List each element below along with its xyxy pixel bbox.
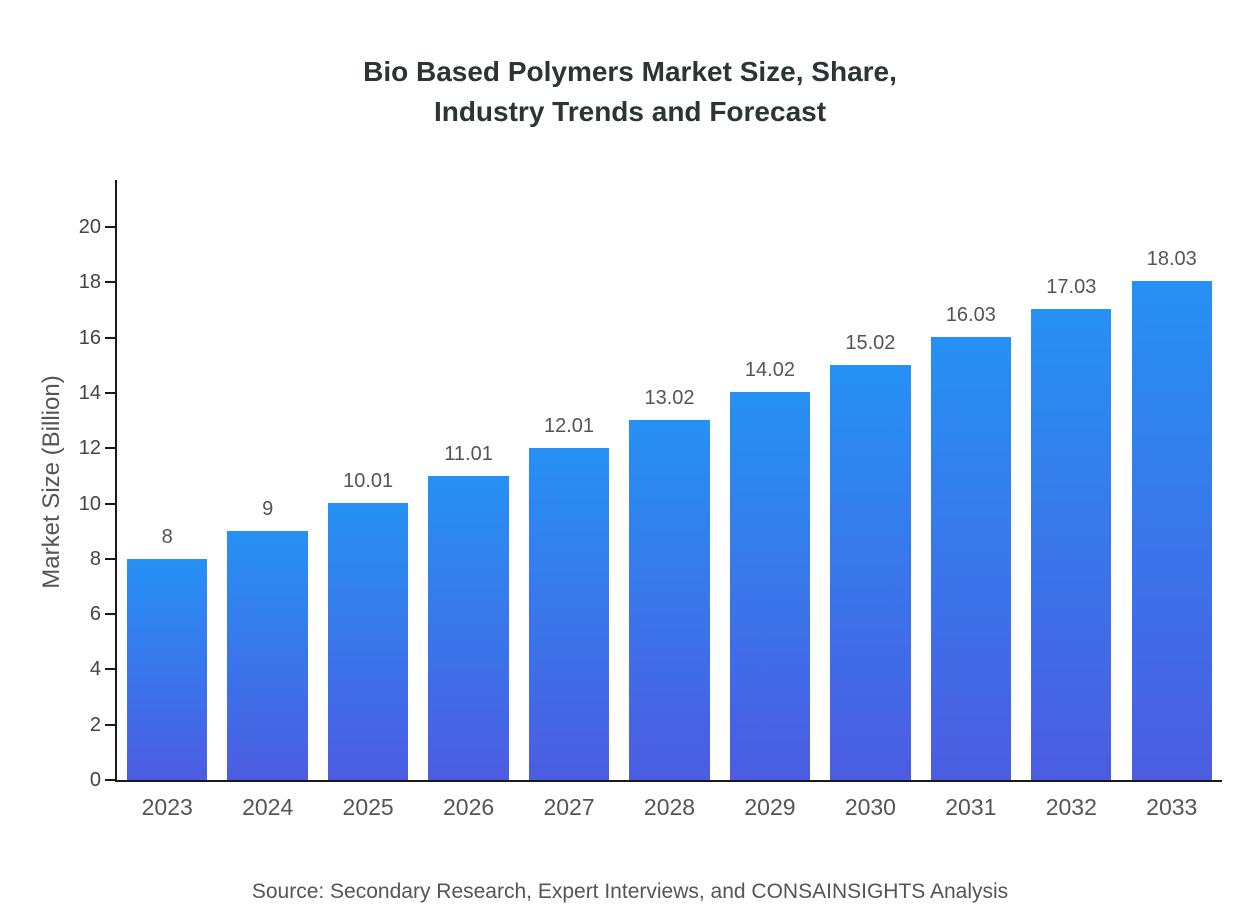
y-tick-label: 10 — [78, 492, 101, 515]
y-tick-mark — [105, 668, 115, 671]
bar-value-label: 16.03 — [945, 303, 996, 326]
y-tick-mark — [105, 336, 115, 339]
bar-2031[interactable] — [930, 336, 1012, 780]
bar-slot: 17.03 2032 — [1021, 180, 1121, 820]
bar-2025[interactable] — [327, 503, 409, 780]
y-tick-mark — [105, 613, 115, 616]
y-tick-label: 20 — [78, 216, 101, 239]
bar-slot: 16.03 2031 — [921, 180, 1021, 820]
bar-slot: 12.01 2027 — [519, 180, 619, 820]
bar-value-label: 8 — [161, 525, 173, 548]
bars-container: 8 2023 9 2024 10.01 2025 11.01 2026 12.01 2027 13.… — [117, 180, 1222, 820]
y-tick-label: 2 — [89, 713, 101, 736]
y-tick-label: 4 — [89, 658, 101, 681]
y-tick-label: 16 — [78, 326, 101, 349]
bar-slot: 10.01 2025 — [318, 180, 418, 820]
x-tick-label: 2029 — [744, 794, 796, 820]
x-tick-label: 2032 — [1045, 794, 1097, 820]
y-tick-mark — [105, 226, 115, 229]
bar-slot: 15.02 2030 — [820, 180, 920, 820]
y-tick-label: 8 — [89, 547, 101, 570]
bar-value-label: 18.03 — [1146, 248, 1197, 271]
x-tick-label: 2026 — [443, 794, 495, 820]
source-note: Source: Secondary Research, Expert Inter… — [251, 880, 1009, 903]
x-tick-label: 2024 — [242, 794, 294, 820]
chart-title: Bio Based Polymers Market Size, Share, In… — [0, 52, 1260, 132]
y-tick-mark — [105, 447, 115, 450]
chart-title-line2: Industry Trends and Forecast — [433, 96, 827, 127]
bar-slot: 8 2023 — [117, 180, 217, 820]
bar-value-label: 13.02 — [644, 387, 695, 409]
bar-slot: 9 2024 — [217, 180, 317, 820]
plot-area: 0 2 4 6 8 10 12 14 16 18 20 8 2023 9 2024 10.01 2025 11.… — [79, 180, 1222, 820]
bar-2023[interactable] — [127, 558, 208, 780]
bar-value-label: 11.01 — [444, 442, 493, 465]
bar-slot: 11.01 2026 — [418, 180, 518, 820]
bar-2030[interactable] — [830, 364, 911, 780]
chart-title-line1: Bio Based Polymers Market Size, Share, — [363, 56, 897, 87]
bar-2024[interactable] — [227, 531, 308, 780]
x-tick-label: 2023 — [141, 794, 193, 820]
y-axis-ticks: 0 2 4 6 8 10 12 14 16 18 20 — [79, 180, 1222, 790]
y-tick-mark — [105, 502, 115, 505]
bar-slot: 14.02 2029 — [720, 180, 820, 820]
bar-slot: 13.02 2028 — [619, 180, 719, 820]
y-tick-mark — [105, 557, 115, 560]
y-tick-label: 0 — [89, 769, 101, 791]
bar-value-label: 10.01 — [343, 470, 394, 493]
bar-2027[interactable] — [528, 447, 610, 780]
x-tick-label: 2028 — [643, 794, 696, 820]
y-tick-label: 6 — [89, 603, 101, 626]
bar-2026[interactable] — [428, 475, 509, 780]
y-tick-mark — [105, 723, 115, 726]
bar-value-label: 12.01 — [544, 414, 595, 437]
x-tick-label: 2025 — [342, 794, 394, 820]
bar-slot: 18.03 2033 — [1122, 180, 1222, 820]
x-tick-label: 2030 — [844, 794, 896, 820]
bar-2029[interactable] — [729, 392, 811, 780]
y-tick-label: 14 — [78, 381, 101, 404]
y-tick-label: 12 — [78, 437, 101, 460]
bar-value-label: 17.03 — [1046, 276, 1097, 299]
bar-2032[interactable] — [1031, 309, 1112, 780]
y-tick-label: 18 — [78, 271, 101, 294]
y-tick-mark — [105, 779, 115, 781]
bar-value-label: 15.02 — [845, 331, 896, 354]
bar-2033[interactable] — [1131, 281, 1212, 780]
bar-value-label: 9 — [262, 498, 274, 521]
y-tick-mark — [105, 281, 115, 284]
x-tick-label: 2033 — [1146, 794, 1198, 820]
y-tick-mark — [105, 391, 115, 394]
bar-value-label: 14.02 — [744, 359, 795, 382]
bar-2028[interactable] — [629, 420, 710, 780]
x-tick-label: 2031 — [945, 794, 997, 820]
x-tick-label: 2027 — [543, 794, 595, 820]
